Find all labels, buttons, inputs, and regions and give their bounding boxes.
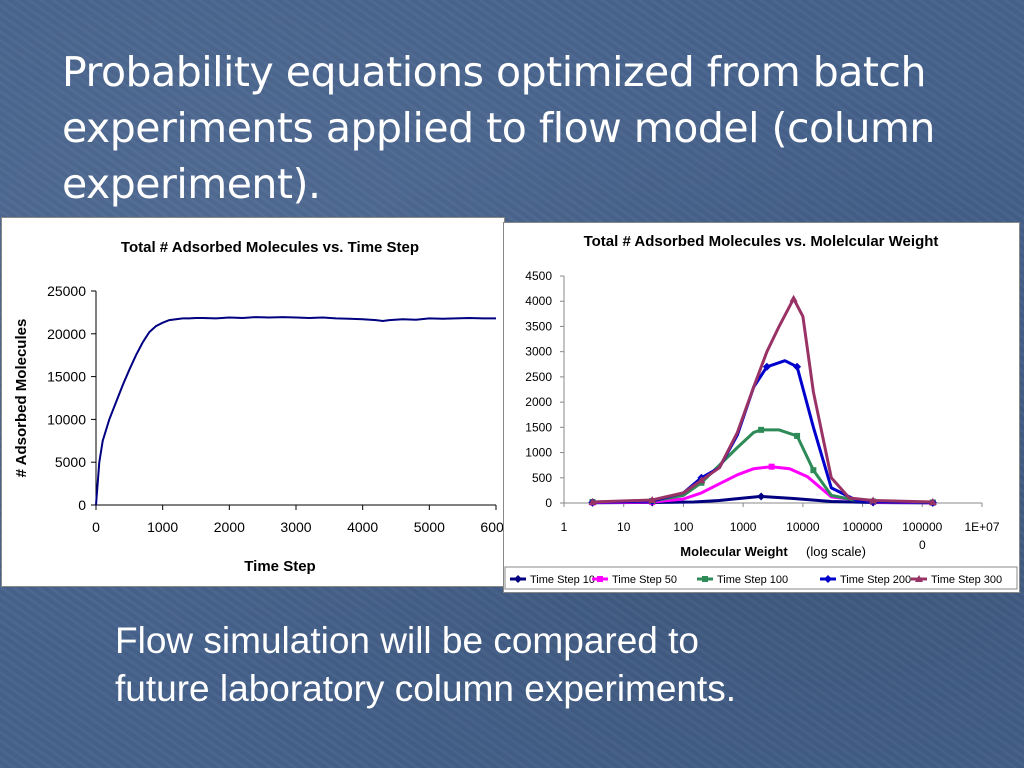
data-point	[793, 362, 802, 371]
molecular-weight-chart: Total # Adsorbed Molecules vs. Molelcula…	[503, 222, 1020, 593]
y-tick-label: 0	[545, 496, 552, 510]
x-tick-label: 1000	[730, 520, 757, 534]
y-tick-label: 1000	[525, 446, 552, 460]
x-tick-label: 0	[92, 519, 100, 535]
data-point	[597, 576, 603, 582]
x-tick-label: 3000	[280, 519, 311, 535]
data-point	[588, 497, 597, 505]
data-point	[757, 492, 766, 501]
x-tick-label: 0	[919, 538, 926, 552]
data-point	[702, 576, 708, 582]
x-tick-label: 100	[673, 520, 693, 534]
x-tick-label: 1	[561, 520, 568, 534]
y-tick-label: 4000	[525, 294, 552, 308]
caption-line: Flow simulation will be compared to	[115, 620, 700, 661]
slide-title-line: experiments applied to flow model (colum…	[62, 104, 935, 152]
data-point	[648, 495, 657, 503]
legend-label: Time Step 50	[612, 574, 677, 586]
molecular-weight-chart-svg: Total # Adsorbed Molecules vs. Molelcula…	[504, 233, 1018, 590]
slide-caption: Flow simulation will be compared to futu…	[115, 617, 935, 713]
data-point	[794, 432, 801, 439]
x-tick-label: 4000	[347, 519, 378, 535]
legend-label: Time Step 200	[840, 574, 911, 586]
x-tick-label: 100000	[902, 520, 942, 534]
series-line	[592, 494, 933, 505]
x-axis-title: Time Step	[244, 558, 315, 575]
data-point	[768, 463, 775, 470]
data-point	[762, 362, 771, 371]
y-tick-label: 15000	[47, 369, 86, 385]
y-tick-label: 25000	[47, 283, 86, 299]
legend-label: Time Step 300	[931, 574, 1002, 586]
x-tick-label: 6000	[480, 519, 504, 535]
time-step-chart: Total # Adsorbed Molecules vs. Time Step…	[1, 217, 505, 587]
y-tick-label: 10000	[47, 411, 86, 427]
y-tick-label: 5000	[55, 454, 86, 470]
y-tick-label: 0	[78, 497, 86, 513]
y-axis-title: # Adsorbed Molecules	[13, 319, 30, 478]
x-axis-title: Molecular Weight	[680, 544, 788, 559]
slide-title: Probability equations optimized from bat…	[62, 44, 962, 212]
x-axis-note: (log scale)	[806, 544, 866, 559]
caption-line: future laboratory column experiments.	[115, 668, 737, 709]
y-tick-label: 1500	[525, 420, 552, 434]
legend-label: Time Step 100	[717, 574, 788, 586]
data-point	[869, 496, 878, 504]
y-tick-label: 3000	[525, 345, 552, 359]
x-tick-label: 1E+07	[964, 520, 999, 534]
data-point	[758, 426, 765, 433]
data-point	[789, 294, 798, 302]
x-tick-label: 10000	[786, 520, 820, 534]
series-line	[95, 316, 496, 506]
chart-title: Total # Adsorbed Molecules vs. Molelcula…	[584, 233, 939, 250]
data-point	[810, 467, 817, 474]
data-point	[514, 575, 522, 583]
x-tick-label: 2000	[214, 519, 245, 535]
y-tick-label: 500	[532, 471, 552, 485]
data-point	[915, 575, 923, 582]
y-tick-label: 2000	[525, 395, 552, 409]
data-point	[928, 497, 937, 505]
legend-box	[504, 566, 1018, 590]
slide-title-line: Probability equations optimized from bat…	[62, 48, 926, 96]
y-tick-label: 3500	[525, 319, 552, 333]
chart-title: Total # Adsorbed Molecules vs. Time Step	[121, 239, 419, 256]
data-point	[697, 476, 706, 484]
legend-label: Time Step 10	[530, 574, 595, 586]
y-tick-label: 20000	[47, 326, 86, 342]
y-tick-label: 4500	[525, 269, 552, 283]
slide-title-line: experiment).	[62, 160, 321, 208]
y-tick-label: 2500	[525, 370, 552, 384]
data-point	[824, 575, 832, 583]
x-tick-label: 1000	[147, 519, 178, 535]
x-tick-label: 100000	[843, 520, 883, 534]
x-tick-label: 5000	[414, 519, 445, 535]
x-tick-label: 10	[617, 520, 631, 534]
time-step-chart-svg: Total # Adsorbed Molecules vs. Time Step…	[13, 239, 504, 575]
series-line	[592, 297, 933, 504]
